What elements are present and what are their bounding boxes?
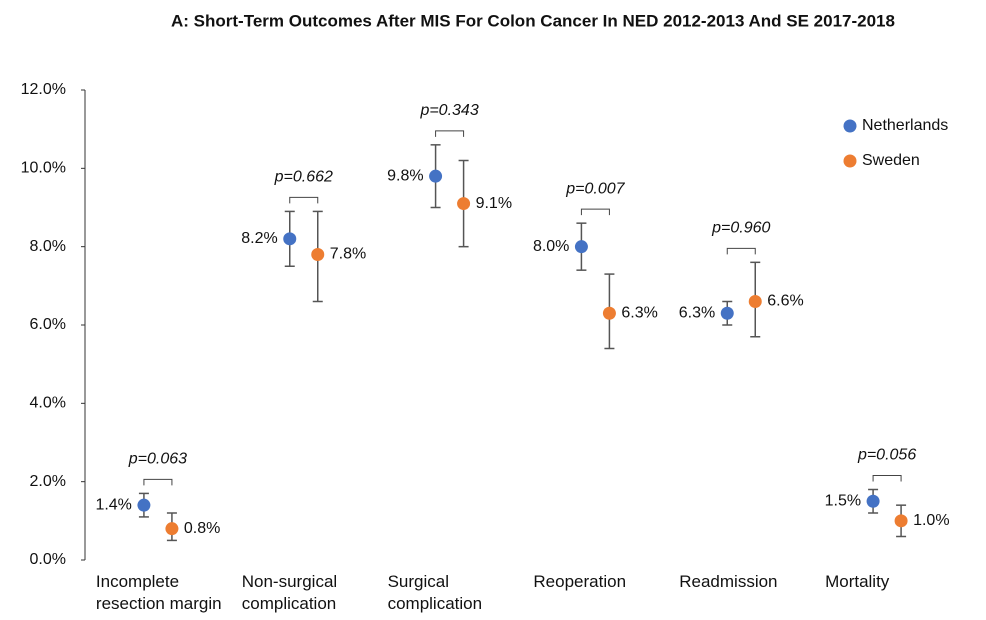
dot bbox=[602, 306, 616, 320]
dot bbox=[137, 498, 151, 512]
dot bbox=[574, 240, 588, 254]
p-value: p=0.007 bbox=[565, 180, 625, 197]
y-tick-label: 0.0% bbox=[30, 551, 66, 568]
x-tick-label: Readmission bbox=[679, 572, 778, 591]
dot bbox=[457, 197, 471, 211]
y-tick-label: 12.0% bbox=[21, 81, 66, 98]
y-tick-label: 8.0% bbox=[30, 238, 66, 255]
p-bracket bbox=[726, 247, 756, 255]
x-tick-label: Surgical complication bbox=[387, 572, 483, 613]
y-tick-label: 4.0% bbox=[30, 395, 66, 412]
dot bbox=[283, 232, 297, 246]
p-value: p=0.063 bbox=[128, 451, 187, 468]
dot bbox=[429, 169, 443, 183]
p-value: p=0.662 bbox=[274, 169, 333, 186]
p-bracket bbox=[872, 475, 902, 482]
dot bbox=[866, 494, 880, 508]
p-value: p=0.343 bbox=[419, 102, 478, 119]
p-bracket bbox=[580, 208, 610, 216]
value-label: 1.0% bbox=[913, 512, 949, 529]
p-bracket bbox=[289, 196, 319, 204]
value-label: 6.3% bbox=[621, 304, 657, 321]
legend-marker bbox=[843, 119, 857, 133]
value-label: 1.4% bbox=[95, 496, 131, 513]
x-tick-label: Mortality bbox=[825, 572, 890, 591]
dot bbox=[894, 514, 908, 528]
p-bracket bbox=[435, 130, 465, 137]
x-tick-label: Incomplete resection margin bbox=[95, 572, 222, 613]
dot bbox=[748, 295, 762, 308]
y-tick-label: 10.0% bbox=[21, 160, 66, 177]
value-label: 9.1% bbox=[476, 195, 512, 212]
value-label: 7.8% bbox=[330, 246, 366, 263]
value-label: 6.3% bbox=[679, 304, 715, 321]
value-label: 9.8% bbox=[387, 167, 423, 184]
x-tick-label: Reoperation bbox=[533, 572, 627, 591]
y-tick-label: 6.0% bbox=[30, 316, 66, 333]
chart-title: A: Short-Term Outcomes After MIS For Col… bbox=[171, 11, 895, 30]
dot bbox=[720, 306, 734, 320]
p-value: p=0.056 bbox=[857, 447, 916, 464]
dot bbox=[165, 522, 179, 536]
value-label: 8.2% bbox=[241, 230, 277, 247]
legend-marker bbox=[843, 154, 857, 168]
value-label: 1.5% bbox=[825, 492, 861, 509]
dot bbox=[311, 248, 325, 261]
y-tick-label: 2.0% bbox=[30, 473, 66, 490]
p-value: p=0.960 bbox=[711, 220, 770, 237]
legend-label: Sweden bbox=[862, 152, 920, 169]
x-tick-label: Non-surgical complication bbox=[241, 572, 338, 613]
legend-label: Netherlands bbox=[862, 117, 948, 134]
value-label: 6.6% bbox=[767, 293, 803, 310]
value-label: 0.8% bbox=[184, 520, 220, 537]
p-bracket bbox=[143, 478, 173, 486]
value-label: 8.0% bbox=[533, 238, 569, 255]
